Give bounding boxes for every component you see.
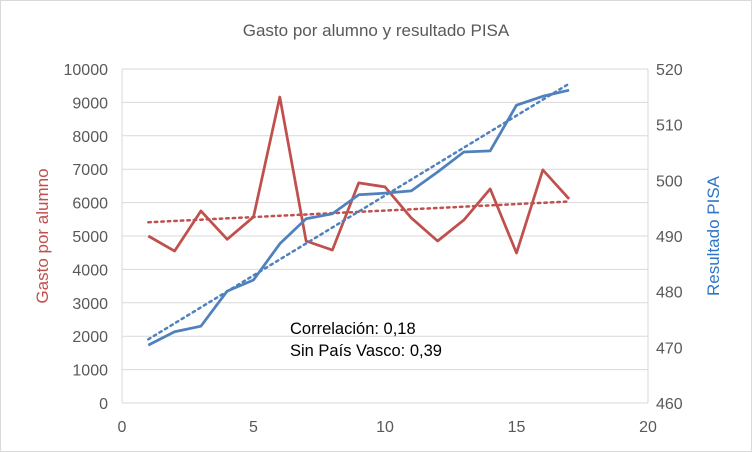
y-tick-label: 4000 <box>72 262 108 279</box>
x-tick-label: 10 <box>376 419 394 436</box>
y-tick-label: 10000 <box>64 62 109 79</box>
x-tick-label: 15 <box>508 419 526 436</box>
chart-title: Gasto por alumno y resultado PISA <box>243 21 510 40</box>
y-tick-label: 7000 <box>72 162 108 179</box>
y2-tick-label: 460 <box>656 396 683 413</box>
y-tick-label: 5000 <box>72 229 108 246</box>
y-axis-title: Gasto por alumno <box>33 168 52 303</box>
y-tick-label: 8000 <box>72 129 108 146</box>
y2-axis-title: Resultado PISA <box>704 175 723 296</box>
y2-tick-label: 490 <box>656 229 683 246</box>
y-tick-label: 0 <box>99 396 108 413</box>
y2-tick-label: 520 <box>656 62 683 79</box>
trendline-pisa <box>147 82 571 341</box>
y2-tick-label: 470 <box>656 340 683 357</box>
series-line-gasto <box>147 95 571 255</box>
x-tick-label: 20 <box>639 419 657 436</box>
x-tick-label: 5 <box>249 419 258 436</box>
y2-tick-label: 480 <box>656 285 683 302</box>
x-tick-label: 0 <box>118 419 127 436</box>
y-tick-label: 9000 <box>72 95 108 112</box>
plot-marks <box>147 82 571 347</box>
annotation-correlation: Correlación: 0,18 <box>290 320 416 338</box>
series-line-pisa <box>147 88 570 347</box>
annotation-sin-pais-vasco: Sin País Vasco: 0,39 <box>290 342 442 360</box>
y-tick-label: 6000 <box>72 196 108 213</box>
y-tick-label: 2000 <box>72 329 108 346</box>
y-tick-label: 1000 <box>72 363 108 380</box>
y2-tick-label: 500 <box>656 173 683 190</box>
axes: 0100020003000400050006000700080009000100… <box>64 62 683 436</box>
y-tick-label: 3000 <box>72 296 108 313</box>
y2-tick-label: 510 <box>656 118 683 135</box>
